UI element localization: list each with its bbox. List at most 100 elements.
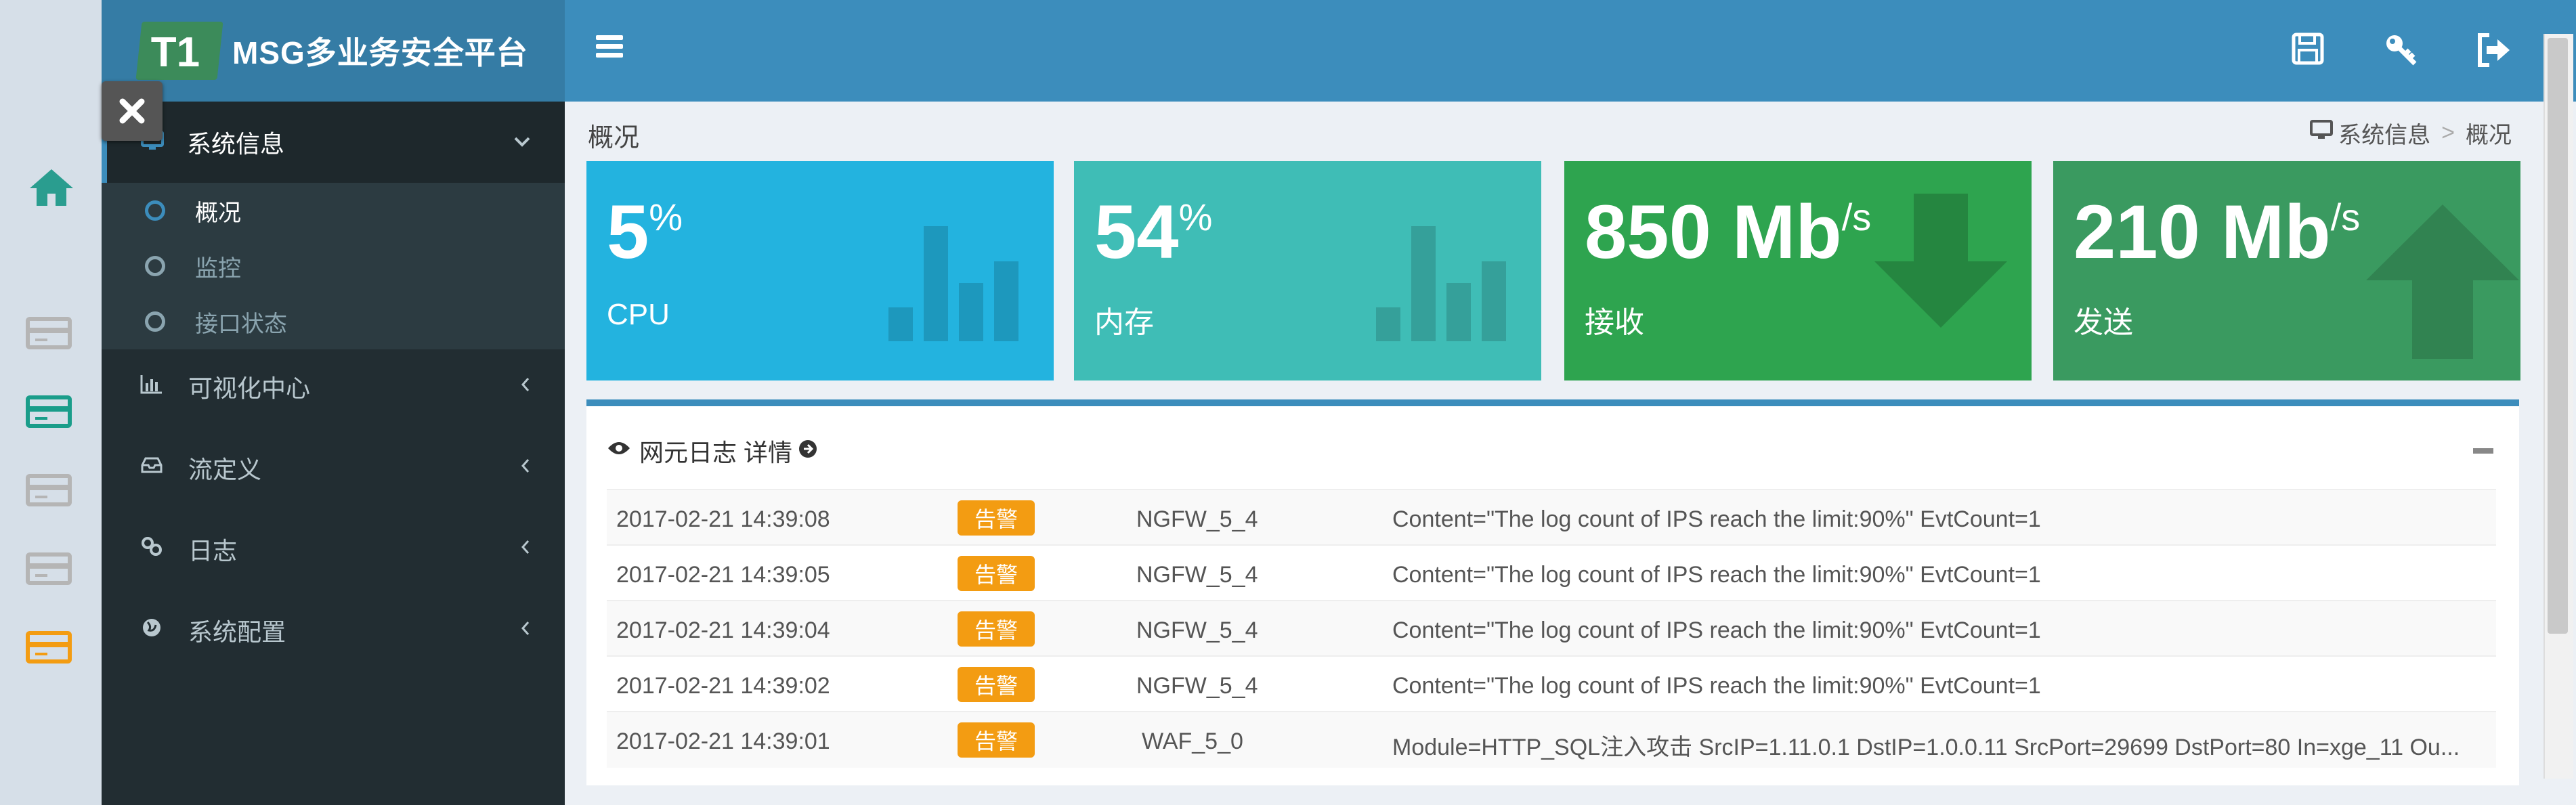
tile-receive: 850 Mb/s 接收 [1564, 161, 2032, 380]
app-title: MSG多业务安全平台 [232, 35, 528, 70]
scrollbar[interactable] [2543, 34, 2573, 779]
left-rail [0, 0, 102, 805]
logo: T1 [135, 22, 223, 80]
globe-icon [138, 617, 165, 644]
sidebar-subitem-overview[interactable]: 概况 [102, 183, 565, 238]
subitem-label: 概况 [195, 200, 241, 226]
save-icon[interactable] [2290, 31, 2328, 69]
sidebar-item-label: 流定义 [188, 456, 262, 483]
log-time: 2017-02-21 14:39:04 [616, 617, 830, 643]
table-row: 2017-02-21 14:39:02 告警 NGFW_5_4 Content=… [607, 655, 2496, 712]
sidebar-item-label: 系统信息 [187, 130, 285, 158]
tile-cpu: 5% CPU [586, 161, 1054, 380]
log-content: Content="The log count of IPS reach the … [1392, 506, 2041, 532]
log-time: 2017-02-21 14:39:08 [616, 506, 830, 532]
circle-icon [145, 256, 165, 276]
chevron-left-icon [520, 538, 531, 561]
card-icon-1[interactable] [26, 317, 76, 352]
arrow-down-icon [1874, 194, 2007, 328]
log-device: NGFW_5_4 [1136, 673, 1258, 699]
status-badge: 告警 [958, 667, 1035, 702]
page-title: 概况 [588, 124, 640, 152]
log-content: Module=HTTP_SQL注入攻击 SrcIP=1.11.0.1 DstIP… [1392, 735, 2460, 760]
sidebar-item-logs[interactable]: 日志 [102, 512, 565, 586]
scrollbar-thumb[interactable] [2548, 38, 2568, 634]
arrow-circle-right-icon [798, 437, 818, 465]
table-row: 2017-02-21 14:39:01 告警 WAF_5_0 Module=HT… [607, 711, 2496, 768]
tile-value: 850 Mb/s [1585, 190, 1872, 274]
breadcrumb-link[interactable]: 系统信息 [2338, 123, 2431, 148]
breadcrumb-separator: > [2441, 120, 2455, 146]
eye-icon [607, 440, 631, 460]
sidebar-item-system-info[interactable]: 系统信息 [102, 102, 565, 183]
log-device: WAF_5_0 [1142, 728, 1243, 754]
tile-memory: 54% 内存 [1074, 161, 1541, 380]
log-content: Content="The log count of IPS reach the … [1392, 673, 2041, 699]
log-time: 2017-02-21 14:39:05 [616, 562, 830, 588]
card-icon-3[interactable] [26, 474, 76, 509]
bar-chart-icon [888, 206, 1033, 341]
sidebar-item-flow-definition[interactable]: 流定义 [102, 431, 565, 505]
card-icon-4[interactable] [26, 552, 76, 588]
header [565, 0, 2576, 102]
tile-label: 内存 [1094, 306, 1154, 339]
menu-toggle-icon[interactable] [596, 35, 623, 58]
status-badge: 告警 [958, 500, 1035, 536]
subitem-label: 监控 [195, 255, 241, 282]
panel-title[interactable]: 网元日志 详情 [639, 433, 818, 469]
breadcrumb: 系统信息 > 概况 [2310, 116, 2512, 150]
log-content: Content="The log count of IPS reach the … [1392, 562, 2041, 588]
sidebar-subitem-monitor[interactable]: 监控 [102, 238, 565, 294]
log-device: NGFW_5_4 [1136, 617, 1258, 643]
tile-value: 54% [1094, 190, 1213, 274]
log-content: Content="The log count of IPS reach the … [1392, 617, 2041, 643]
panel-header: 网元日志 详情 [586, 406, 2519, 487]
subnav: 概况 监控 接口状态 [102, 183, 565, 349]
sidebar-subitem-interface-status[interactable]: 接口状态 [102, 294, 565, 349]
bar-chart-icon [1376, 206, 1521, 341]
log-device: NGFW_5_4 [1136, 506, 1258, 532]
log-time: 2017-02-21 14:39:02 [616, 673, 830, 699]
collapse-icon[interactable] [2473, 448, 2493, 454]
chevron-left-icon [520, 456, 531, 479]
tile-label: CPU [607, 298, 670, 331]
close-icon[interactable] [102, 81, 163, 141]
desktop-icon [2310, 120, 2334, 146]
home-icon[interactable] [27, 167, 76, 209]
table-row: 2017-02-21 14:39:08 告警 NGFW_5_4 Content=… [607, 489, 2496, 546]
sidebar-item-system-config[interactable]: 系统配置 [102, 593, 565, 668]
card-icon-2[interactable] [26, 395, 76, 431]
tile-send: 210 Mb/s 发送 [2053, 161, 2520, 380]
log-panel: 网元日志 详情 2017-02-21 14:39:08 告警 NGFW_5_4 … [586, 399, 2519, 785]
sidebar: T1 MSG多业务安全平台 系统信息 概况 监控 接口状态 可视化中心 [102, 0, 565, 805]
key-icon[interactable] [2382, 31, 2420, 69]
chevron-down-icon [513, 131, 531, 154]
log-time: 2017-02-21 14:39:01 [616, 728, 830, 754]
tile-value: 210 Mb/s [2074, 190, 2361, 274]
subitem-label: 接口状态 [195, 311, 287, 337]
status-badge: 告警 [958, 556, 1035, 591]
card-icon-5[interactable] [26, 631, 76, 666]
arrow-up-icon [2366, 204, 2519, 359]
tile-label: 接收 [1585, 306, 1644, 339]
inbox-icon [138, 456, 165, 480]
logo-bar: T1 MSG多业务安全平台 [102, 0, 565, 102]
link-icon [138, 536, 165, 562]
log-device: NGFW_5_4 [1136, 562, 1258, 588]
bar-chart-icon [138, 374, 165, 399]
sidebar-item-label: 系统配置 [188, 618, 286, 646]
tile-label: 发送 [2074, 306, 2133, 339]
status-badge: 告警 [958, 611, 1035, 647]
circle-icon [145, 311, 165, 332]
status-badge: 告警 [958, 722, 1035, 758]
chevron-left-icon [520, 375, 531, 398]
sidebar-item-label: 日志 [188, 537, 238, 565]
sidebar-item-label: 可视化中心 [188, 374, 311, 402]
sign-out-icon[interactable] [2474, 31, 2512, 69]
chevron-left-icon [520, 619, 531, 642]
table-row: 2017-02-21 14:39:05 告警 NGFW_5_4 Content=… [607, 544, 2496, 601]
breadcrumb-current: 概况 [2466, 123, 2512, 148]
tile-value: 5% [607, 190, 683, 274]
circle-icon [145, 200, 165, 221]
sidebar-item-visualization[interactable]: 可视化中心 [102, 349, 565, 424]
